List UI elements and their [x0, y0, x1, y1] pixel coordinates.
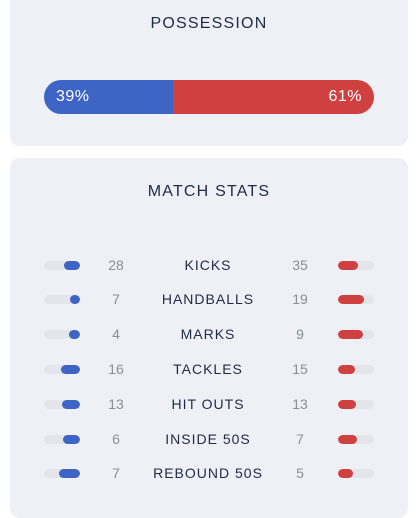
possession-home-label: 39% [56, 88, 90, 105]
home-stat-value: 7 [112, 291, 120, 307]
away-stat-fill [338, 469, 353, 478]
possession-away-segment: 61% [172, 80, 374, 114]
away-stat-bar [338, 295, 374, 304]
possession-home-segment: 39% [44, 80, 173, 114]
stat-label: HIT OUTS [171, 396, 245, 412]
away-stat-bar [338, 400, 374, 409]
home-stat-value: 6 [112, 431, 120, 447]
away-stat-fill [338, 295, 365, 304]
away-stat-value: 19 [292, 291, 308, 307]
stat-label: TACKLES [173, 361, 243, 377]
home-stat-bar [44, 295, 80, 304]
match-stats-title: MATCH STATS [147, 183, 271, 200]
home-stat-fill [62, 400, 80, 409]
home-stat-bar [44, 400, 80, 409]
home-stat-value: 16 [108, 361, 124, 377]
home-stat-bar [44, 469, 80, 478]
away-stat-bar [338, 469, 374, 478]
stat-label: MARKS [180, 326, 236, 342]
stat-row-tackles: 16 TACKLES 15 [10, 358, 408, 382]
home-stat-bar [44, 365, 80, 374]
home-stat-bar [44, 330, 80, 339]
home-stat-fill [70, 295, 80, 304]
stat-row-hit-outs: 13 HIT OUTS 13 [10, 393, 408, 417]
away-stat-bar [338, 435, 374, 444]
home-stat-value: 7 [112, 465, 120, 481]
away-stat-value: 7 [296, 431, 304, 447]
away-stat-value: 15 [292, 361, 308, 377]
match-stats-card: MATCH STATS 28 KICKS 35 7 HANDBALLS 19 4… [10, 158, 408, 518]
away-stat-fill [338, 261, 358, 270]
stat-label: REBOUND 50S [153, 465, 263, 481]
home-stat-fill [64, 261, 80, 270]
stat-row-handballs: 7 HANDBALLS 19 [10, 288, 408, 312]
away-stat-fill [338, 365, 356, 374]
away-stat-fill [338, 330, 363, 339]
stat-row-kicks: 28 KICKS 35 [10, 254, 408, 278]
possession-bar: 39% 61% [44, 80, 374, 114]
home-stat-fill [59, 469, 80, 478]
stat-row-marks: 4 MARKS 9 [10, 323, 408, 347]
home-stat-bar [44, 261, 80, 270]
away-stat-value: 9 [296, 326, 304, 342]
away-stat-bar [338, 261, 374, 270]
stat-row-rebound-50s: 7 REBOUND 50S 5 [10, 462, 408, 486]
home-stat-value: 28 [108, 257, 124, 273]
away-stat-fill [338, 435, 358, 444]
stat-label: KICKS [184, 257, 232, 273]
away-stat-value: 13 [292, 396, 308, 412]
stat-row-inside-50s: 6 INSIDE 50S 7 [10, 428, 408, 452]
home-stat-fill [61, 365, 80, 374]
home-stat-bar [44, 435, 80, 444]
stat-label: HANDBALLS [161, 291, 255, 307]
possession-title: POSSESSION [150, 15, 268, 32]
home-stat-fill [68, 330, 80, 339]
away-stat-fill [338, 400, 356, 409]
home-stat-value: 13 [108, 396, 124, 412]
possession-away-label: 61% [328, 88, 362, 105]
home-stat-fill [63, 435, 80, 444]
stat-label: INSIDE 50S [165, 431, 251, 447]
away-stat-value: 35 [292, 257, 308, 273]
away-stat-bar [338, 330, 374, 339]
away-stat-value: 5 [296, 465, 304, 481]
away-stat-bar [338, 365, 374, 374]
possession-card: POSSESSION 39% 61% [10, 0, 408, 146]
home-stat-value: 4 [112, 326, 120, 342]
